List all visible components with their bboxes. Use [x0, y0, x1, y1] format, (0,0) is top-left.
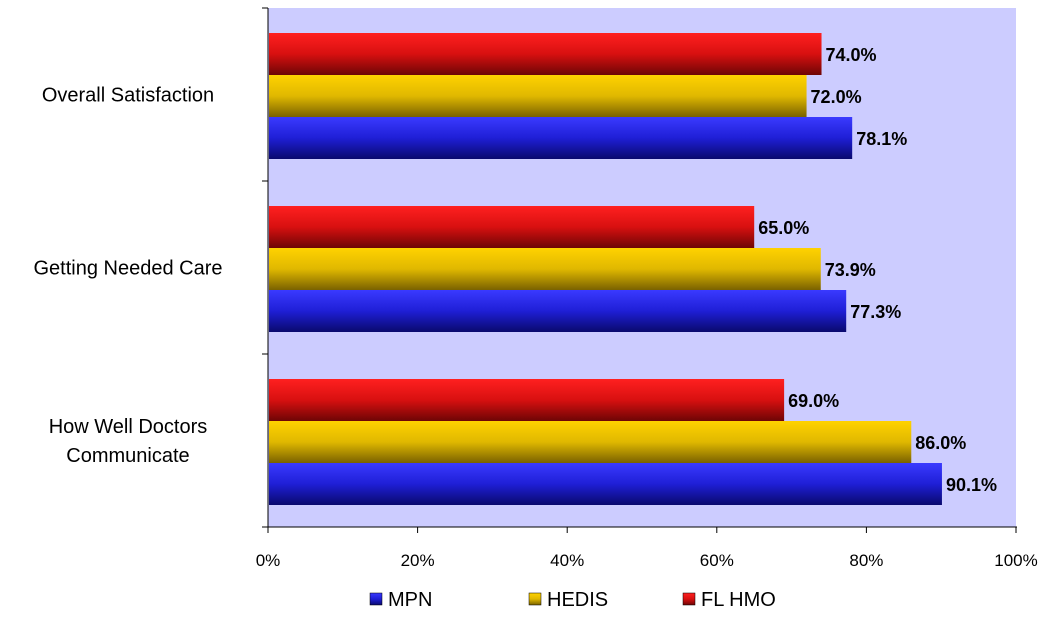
- legend-swatch-fl-hmo: [682, 592, 696, 606]
- data-label: 65.0%: [758, 218, 809, 238]
- category-label: Getting Needed Care: [33, 258, 222, 280]
- legend-swatch-mpn: [369, 592, 383, 606]
- legend-label-hedis: HEDIS: [547, 589, 608, 611]
- bar-mpn: [269, 463, 942, 505]
- x-tick-label: 0%: [256, 551, 281, 570]
- legend-label-fl-hmo: FL HMO: [701, 589, 776, 611]
- legend-swatch-hedis: [528, 592, 542, 606]
- bar-fl-hmo: [269, 379, 785, 421]
- x-tick-label: 60%: [700, 551, 734, 570]
- data-label: 86.0%: [915, 433, 966, 453]
- x-tick-label: 20%: [401, 551, 435, 570]
- x-tick-label: 100%: [994, 551, 1037, 570]
- bar-hedis: [269, 421, 912, 463]
- data-label: 90.1%: [946, 475, 997, 495]
- bar-hedis: [269, 75, 807, 117]
- bar-hedis: [269, 248, 821, 290]
- bar-mpn: [269, 290, 847, 332]
- legend-label-mpn: MPN: [388, 589, 432, 611]
- bar-fl-hmo: [269, 206, 755, 248]
- data-label: 74.0%: [826, 45, 877, 65]
- bar-fl-hmo: [269, 33, 822, 75]
- category-label: How Well Doctors Communicate: [49, 416, 208, 467]
- data-label: 73.9%: [825, 260, 876, 280]
- data-label: 77.3%: [850, 302, 901, 322]
- data-label: 69.0%: [788, 391, 839, 411]
- x-tick-label: 40%: [550, 551, 584, 570]
- x-tick-label: 80%: [849, 551, 883, 570]
- category-label: Overall Satisfaction: [42, 85, 214, 107]
- data-label: 72.0%: [811, 87, 862, 107]
- data-label: 78.1%: [856, 129, 907, 149]
- bar-mpn: [269, 117, 853, 159]
